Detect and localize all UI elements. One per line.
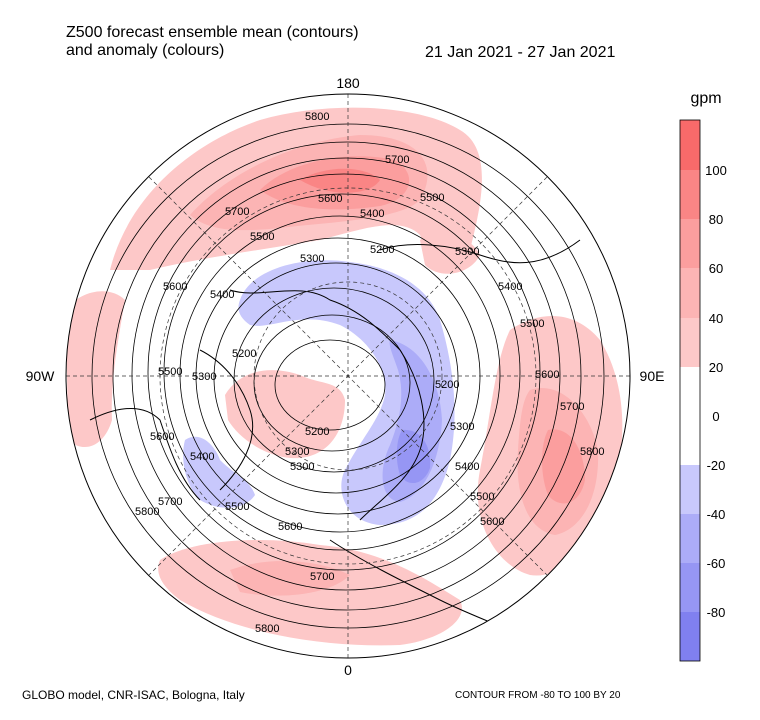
negative-anomaly-greenland [183,436,255,508]
contour-label: 5200 [435,379,459,391]
colorbar-bin [680,612,700,661]
positive-anomaly-west [66,291,125,448]
contour-label: 5700 [310,571,334,583]
longitude-label-bottom: 0 [344,662,352,678]
longitude-label-left: 90W [26,368,56,384]
contour-ring [131,157,561,591]
contour-label: 5500 [470,491,494,503]
positive-anomaly-east-max [542,429,585,504]
contour-ring [233,287,435,473]
contour-label: 5300 [455,246,479,258]
contour-value-labels: 5800 5700 5600 5500 5400 5300 5200 5200 … [135,111,604,635]
contour-label: 5600 [480,516,504,528]
contour-label: 5500 [520,318,544,330]
colorbar-tick: 0 [712,409,719,424]
coastline [89,407,201,501]
contour-label: 5200 [305,426,329,438]
contour-label: 5300 [300,253,324,265]
contour-label: 5500 [250,231,274,243]
colorbar-tick: 100 [705,163,727,178]
longitude-label-right: 90E [640,368,665,384]
graticule [66,94,630,658]
colorbar-tick: 80 [709,212,723,227]
contour-label: 5700 [225,206,249,218]
positive-anomaly-south-core [230,560,350,596]
contour-ring [213,262,459,494]
contour-label: 5800 [305,111,329,123]
colorbar-tick: -80 [707,605,726,620]
colorbar-tick: -40 [707,507,726,522]
contour-label: 5500 [225,501,249,513]
colorbar-bin [680,120,700,170]
positive-anomaly-arctic [225,370,345,459]
contour-label: 5300 [285,446,309,458]
contour-label: 5700 [385,154,409,166]
contour-label: 5300 [450,421,474,433]
contour-label: 5600 [278,521,302,533]
colorbar-tick: -60 [707,556,726,571]
model-credit: GLOBO model, CNR-ISAC, Bologna, Italy [22,688,245,702]
map-border [65,93,631,659]
coastline [229,289,425,521]
coastline [199,349,254,491]
contour-interval-note: CONTOUR FROM -80 TO 100 BY 20 [455,690,621,701]
contour-label: 5400 [360,208,384,220]
contour-ring [163,193,521,551]
latitude-circle [253,281,443,471]
contour-label: 5300 [192,371,216,383]
longitude-label-top: 180 [336,75,360,91]
contour-label: 5700 [158,496,182,508]
colorbar-tick: 60 [709,261,723,276]
longitude-labels: 180 90W 90E 0 [26,75,665,678]
contour-label: 5400 [455,461,479,473]
contour-label: 5700 [560,401,584,413]
colorbar-bin [680,318,700,367]
contour-label: 5500 [420,192,444,204]
contour-lines [91,123,605,629]
contour-ring [112,141,582,611]
colorbar-bin [680,465,700,514]
colorbar-tick: -20 [707,458,726,473]
colorbar-bin [680,170,700,219]
colorbar-unit: gpm [690,90,721,107]
colorbar-bin [680,367,700,465]
contour-ring [179,215,501,533]
contour-label: 5500 [158,366,182,378]
colorbar-border [679,119,701,662]
contour-label: 5600 [318,193,342,205]
contour-label: 5800 [135,506,159,518]
contour-label: 5400 [190,451,214,463]
contour-label: 5600 [150,431,174,443]
colorbar-bin [680,563,700,612]
title-line-2: and anomaly (colours) [66,42,225,59]
latitude-circle [159,187,537,565]
contour-label: 5400 [210,289,234,301]
title-line-1: Z500 forecast ensemble mean (contours) [66,24,359,41]
anomaly-shading [66,107,623,646]
contour-label: 5600 [535,369,559,381]
contour-label: 5600 [163,281,187,293]
contour-label: 5400 [498,281,522,293]
contour-label: 5200 [370,244,394,256]
colorbar-bin [680,219,700,268]
contour-label: 5200 [232,348,256,360]
contour-label: 5300 [290,461,314,473]
contour-label: 5800 [580,446,604,458]
date-range: 21 Jan 2021 - 27 Jan 2021 [425,44,616,61]
contour-ring [274,339,386,431]
colorbar-tick: 20 [709,360,723,375]
colorbar-bin [680,514,700,563]
meridian-line [148,176,548,576]
colorbar: gpm 100 80 60 40 20 0 -20 -40 -60 -80 [679,90,727,662]
colorbar-tick: 40 [709,311,723,326]
colorbar-bin [680,268,700,318]
contour-label: 5800 [255,623,279,635]
coastline [379,239,581,264]
contour-ring [147,173,541,571]
